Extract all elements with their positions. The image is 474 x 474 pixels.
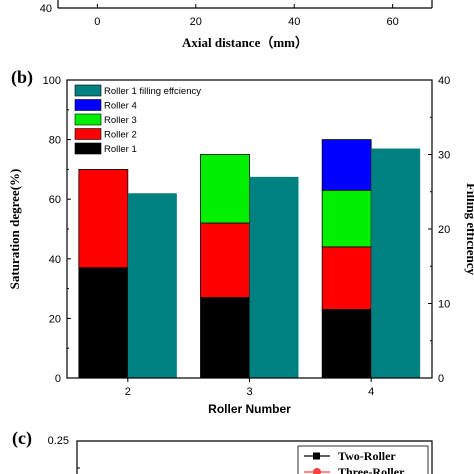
legend-label-roller-1-filling-effciency: Roller 1 filling effciency <box>104 86 201 97</box>
panel-b-left-tick-label: 40 <box>49 254 61 266</box>
panel-b-left-tick-label: 60 <box>49 194 61 206</box>
panel-c-plot-frame <box>76 440 433 474</box>
panel-b-left-tick-label: 80 <box>49 135 61 147</box>
panel-c-label: (c) <box>12 428 32 449</box>
panel-a-x-tick-label: 20 <box>190 16 202 28</box>
panel-a-y-tick-label: 40 <box>40 3 52 15</box>
bar-filling-efficiency-4 <box>371 148 421 378</box>
legend-swatch-roller-1 <box>74 142 102 155</box>
panel-b-right-tick-label: 40 <box>438 75 450 87</box>
panel-a-x-tick-label: 0 <box>94 16 100 28</box>
legend-swatch-roller-2 <box>74 128 102 140</box>
panel-b-left-tick-label: 0 <box>55 373 61 385</box>
panel-b-right-tick-label: 10 <box>438 299 450 311</box>
bar-roller-2-2 <box>78 168 129 269</box>
panel-b-left-tick-label: 20 <box>49 313 61 325</box>
legend-swatch-roller-4 <box>74 99 102 111</box>
panel-a-x-axis-title: Axial distance（mm） <box>182 35 308 50</box>
panel-b-x-tick-label: 4 <box>368 386 374 398</box>
panel-c-y-tick-label: 0.25 <box>48 435 69 447</box>
panel-b-label: (b) <box>11 67 33 88</box>
legend-label-roller-1: Roller 1 <box>104 144 137 155</box>
panel-c-legend-label-three-roller: Three-Roller <box>338 465 405 474</box>
bar-filling-efficiency-2 <box>127 193 177 378</box>
panel-b-right-tick-label: 30 <box>438 150 450 162</box>
legend-swatch-roller-3 <box>74 113 102 126</box>
bar-roller-4-4 <box>321 139 372 191</box>
panel-b-right-axis-title: Filling efficiency <box>464 183 474 276</box>
panel-b-x-tick-label: 2 <box>125 386 131 398</box>
bar-roller-2-3 <box>200 222 250 298</box>
panel-b-left-axis-title: Saturation degree(%) <box>7 169 22 290</box>
bar-roller-2-4 <box>321 246 372 310</box>
panel-c-legend-box <box>297 445 429 474</box>
panel-b-left-tick-label: 100 <box>43 75 61 87</box>
panel-b-right-tick-label: 0 <box>438 373 444 385</box>
bar-roller-1-4 <box>321 309 372 379</box>
legend-label-roller-2: Roller 2 <box>104 130 137 141</box>
bar-roller-1-3 <box>200 297 250 379</box>
bar-roller-3-4 <box>321 189 372 248</box>
bar-roller-1-2 <box>78 267 129 379</box>
panel-b-x-tick-label: 3 <box>246 386 252 398</box>
legend-label-roller-4: Roller 4 <box>104 101 137 112</box>
panel-b-x-axis-title: Roller Number <box>208 402 291 416</box>
panel-b-right-tick-label: 20 <box>438 224 450 236</box>
panel-c-legend-marker-three-roller <box>313 468 321 474</box>
panel-a-x-tick-label: 60 <box>387 16 399 28</box>
bar-filling-efficiency-3 <box>249 176 299 378</box>
panel-a-x-tick-label: 40 <box>288 16 300 28</box>
legend-label-roller-3: Roller 3 <box>104 115 137 126</box>
panel-c-legend-label-two-roller: Two-Roller <box>338 449 396 463</box>
legend-swatch-roller-1-filling-effciency <box>74 84 102 97</box>
bar-roller-3-3 <box>200 154 250 224</box>
panel-c-legend-marker-two-roller <box>313 452 320 460</box>
